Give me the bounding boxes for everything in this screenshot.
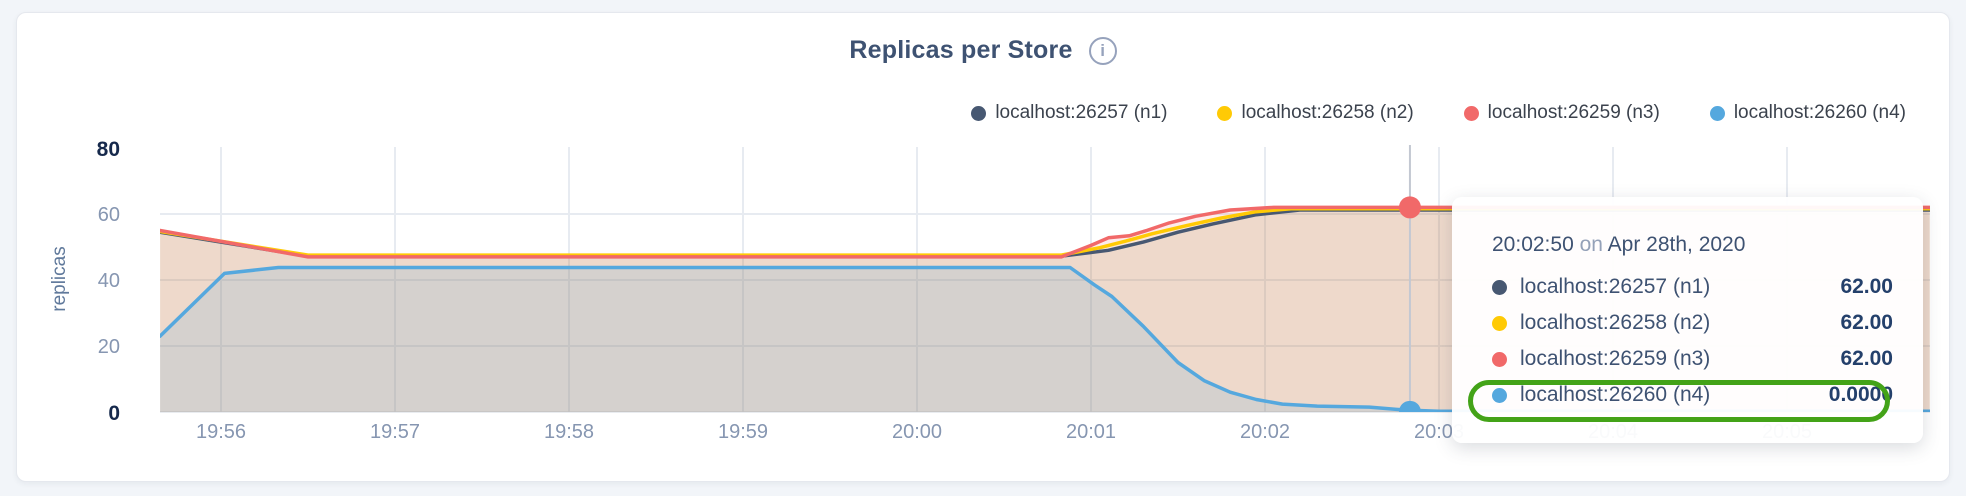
x-tick-label: 19:57 <box>369 421 421 443</box>
chart-title: Replicas per Store <box>849 36 1073 64</box>
y-tick-label: 60 <box>97 204 120 226</box>
tooltip-row-n4: localhost:26260 (n4) 0.0000 <box>1492 377 1893 413</box>
x-tick-label: 20:00 <box>891 421 943 443</box>
legend-dot-n2-icon <box>1217 105 1233 121</box>
chart-legend: localhost:26257 (n1) localhost:26258 (n2… <box>971 102 1906 124</box>
legend-label: localhost:26260 (n4) <box>1733 102 1906 123</box>
info-icon[interactable]: i <box>1088 36 1117 65</box>
legend-label: localhost:26259 (n3) <box>1487 102 1660 123</box>
tooltip-row-n3: localhost:26259 (n3) 62.00 <box>1492 341 1893 377</box>
y-tick-label: 80 <box>96 138 120 161</box>
series-line-n2 <box>160 206 1930 257</box>
chart-header: Replicas per Store i <box>0 36 1966 65</box>
legend-label: localhost:26258 (n2) <box>1241 102 1414 123</box>
tooltip-dot-n1-icon <box>1492 279 1507 295</box>
legend-dot-n4-icon <box>1709 105 1725 121</box>
legend-dot-n3-icon <box>1463 105 1479 121</box>
legend-item-n4[interactable]: localhost:26260 (n4) <box>1709 102 1906 124</box>
legend-dot-n1-icon <box>971 105 987 121</box>
tooltip-row-value: 0.0000 <box>1828 383 1893 406</box>
tooltip-date: Apr 28th, 2020 <box>1607 233 1746 256</box>
tooltip-row-label: localhost:26257 (n1) <box>1520 275 1711 298</box>
series-line-n3 <box>160 205 1930 259</box>
tooltip-row-label: localhost:26259 (n3) <box>1520 347 1711 370</box>
tooltip-dot-n2-icon <box>1492 315 1507 331</box>
x-tick-label: 19:58 <box>543 421 595 443</box>
tooltip-dot-n4-icon <box>1492 387 1507 403</box>
legend-label: localhost:26257 (n1) <box>995 102 1168 123</box>
tooltip-row-label: localhost:26260 (n4) <box>1520 383 1711 406</box>
x-tick-label: 20:02 <box>1239 421 1291 443</box>
y-tick-label: 40 <box>97 270 120 292</box>
y-tick-label: 0 <box>108 402 120 425</box>
tooltip-on-word: on <box>1579 233 1603 256</box>
legend-item-n2[interactable]: localhost:26258 (n2) <box>1217 102 1414 124</box>
hover-tooltip: 20:02:50 on Apr 28th, 2020 localhost:262… <box>1452 197 1923 443</box>
area-fill-n4 <box>160 267 1930 412</box>
tooltip-row-value: 62.00 <box>1840 311 1893 334</box>
x-tick-label: 19:56 <box>195 421 247 443</box>
tooltip-dot-n3-icon <box>1492 351 1507 367</box>
series-line-n4 <box>160 265 1930 412</box>
hover-marker-n3 <box>1398 196 1421 219</box>
tooltip-timestamp: 20:02:50 on Apr 28th, 2020 <box>1492 233 1893 257</box>
tooltip-row-value: 62.00 <box>1840 347 1893 370</box>
legend-item-n3[interactable]: localhost:26259 (n3) <box>1463 102 1660 124</box>
tooltip-row-value: 62.00 <box>1840 275 1893 298</box>
tooltip-time: 20:02:50 <box>1492 233 1574 256</box>
hover-marker-n4 <box>1398 400 1421 412</box>
x-tick-label: 19:59 <box>717 421 769 443</box>
tooltip-row-label: localhost:26258 (n2) <box>1520 311 1711 334</box>
x-tick-label: 20:01 <box>1065 421 1117 443</box>
x-tick-label: 20:03 <box>1413 421 1465 443</box>
y-tick-label: 20 <box>97 336 120 358</box>
tooltip-row-n2: localhost:26258 (n2) 62.00 <box>1492 305 1893 341</box>
legend-item-n1[interactable]: localhost:26257 (n1) <box>971 102 1167 124</box>
tooltip-row-n1: localhost:26257 (n1) 62.00 <box>1492 269 1893 305</box>
